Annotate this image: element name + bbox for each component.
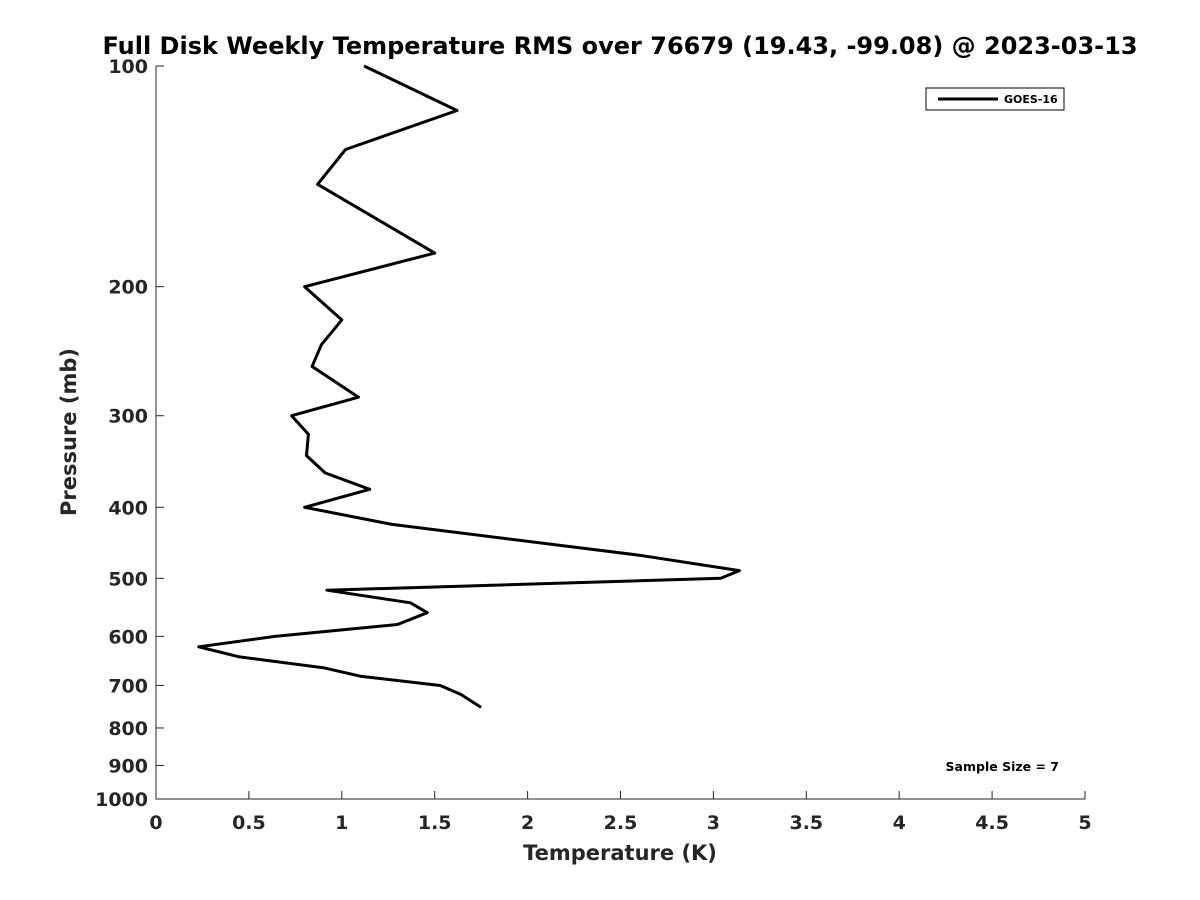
x-tick-label: 2.5 xyxy=(604,812,638,834)
x-tick-label: 4.5 xyxy=(975,812,1009,834)
x-axis-label: Temperature (K) xyxy=(523,841,717,865)
x-tick-label: 0.5 xyxy=(232,812,266,834)
chart-title: Full Disk Weekly Temperature RMS over 76… xyxy=(102,32,1137,60)
y-tick-label: 200 xyxy=(108,277,148,299)
x-tick-label: 1.5 xyxy=(418,812,452,834)
x-tick-label: 2 xyxy=(521,812,534,834)
x-tick-label: 0 xyxy=(149,812,162,834)
y-tick-label: 400 xyxy=(108,497,148,519)
y-ticks: 100 200 300 400 500 600 700 800 900 1000 xyxy=(95,56,164,811)
x-ticks: 0 0.5 1 1.5 2 2.5 3 3.5 4 4.5 5 xyxy=(149,791,1092,834)
x-tick-label: 3.5 xyxy=(789,812,823,834)
y-tick-label: 900 xyxy=(108,755,148,777)
y-tick-label: 500 xyxy=(108,568,148,590)
y-tick-label: 1000 xyxy=(95,789,148,811)
y-tick-label: 700 xyxy=(108,675,148,697)
x-tick-label: 3 xyxy=(707,812,720,834)
x-tick-label: 5 xyxy=(1078,812,1091,834)
series-line-goes-16 xyxy=(197,64,741,709)
y-axis-label: Pressure (mb) xyxy=(57,348,81,516)
y-tick-label: 100 xyxy=(108,56,148,78)
axes xyxy=(155,66,1085,800)
legend: GOES-16 xyxy=(925,87,1065,111)
sample-size-note: Sample Size = 7 xyxy=(946,759,1059,774)
x-tick-label: 1 xyxy=(335,812,348,834)
y-tick-label: 600 xyxy=(108,626,148,648)
y-tick-label: 800 xyxy=(108,718,148,740)
x-tick-label: 4 xyxy=(893,812,906,834)
series-layer xyxy=(197,64,741,709)
legend-label: GOES-16 xyxy=(1004,93,1058,106)
axis-frame xyxy=(155,66,1085,800)
y-tick-label: 300 xyxy=(108,406,148,428)
